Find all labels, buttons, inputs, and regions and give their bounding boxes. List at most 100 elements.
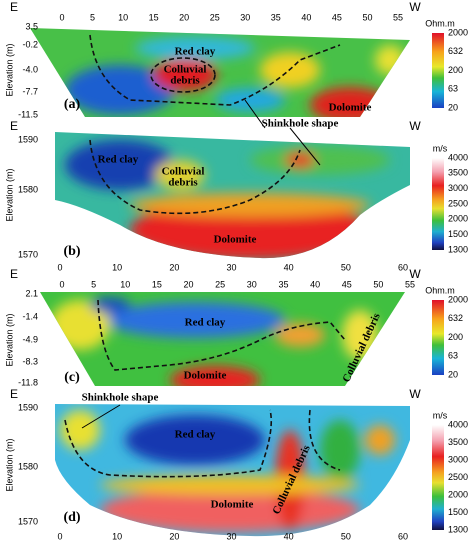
x-tick-label: 0	[57, 262, 62, 272]
y-tick-label: 2.1	[25, 288, 38, 298]
x-tick-label: 30	[226, 262, 236, 272]
section-d	[55, 404, 410, 537]
y-tick-label: -11.5	[18, 109, 38, 119]
x-tick-label: 40	[310, 279, 320, 289]
annotation: Red clay	[98, 154, 139, 166]
direction-label: E	[10, 267, 18, 281]
colorbar-label: 200	[448, 332, 463, 342]
x-tick-label: 5	[91, 279, 96, 289]
x-tick-label: 0	[59, 12, 64, 22]
colorbar	[432, 425, 444, 530]
y-tick-label: -4.0	[22, 64, 38, 74]
panel-label: (d)	[63, 510, 80, 525]
boundary	[97, 299, 346, 371]
annotation: Shinkhole shape	[82, 392, 159, 404]
x-tick-label: 55	[393, 12, 403, 22]
annotation: debris	[168, 177, 198, 189]
colorbar	[432, 300, 444, 375]
x-tick-label: 20	[169, 531, 179, 541]
y-axis-title: Elevation (m)	[4, 438, 14, 491]
direction-label: W	[409, 267, 421, 281]
colorbar-label: 1500	[448, 507, 468, 517]
colorbar-label: 1300	[448, 244, 468, 254]
x-tick-label: 40	[301, 12, 311, 22]
y-tick-label: 3.5	[25, 21, 38, 31]
colorbar-label: 2000	[448, 294, 468, 304]
direction-label: W	[409, 119, 421, 133]
y-axis-title: Elevation (m)	[4, 313, 14, 366]
x-tick-label: 20	[184, 279, 194, 289]
x-tick-label: 20	[169, 262, 179, 272]
x-tick-label: 55	[405, 279, 415, 289]
x-tick-label: 25	[210, 12, 220, 22]
x-tick-label: 50	[373, 279, 383, 289]
x-tick-label: 50	[341, 531, 351, 541]
x-tick-label: 25	[215, 279, 225, 289]
boundary	[150, 57, 216, 93]
colorbar-label: 1300	[448, 524, 468, 534]
annotation: Dolomite	[329, 102, 372, 114]
boundary	[89, 34, 341, 106]
colorbar-label: 2000	[448, 489, 468, 499]
x-tick-label: 20	[179, 12, 189, 22]
annotation: Red clay	[185, 317, 226, 329]
colorbar-label: 20	[448, 102, 458, 112]
x-tick-label: 30	[240, 12, 250, 22]
annotation: Colluvial	[162, 166, 205, 178]
colorbar-label: 2500	[448, 472, 468, 482]
colorbar-label: 63	[448, 351, 458, 361]
colorbar-label: 1500	[448, 229, 468, 239]
colorbar-label: 20	[448, 369, 458, 379]
arrow	[244, 99, 321, 166]
y-tick-label: -1.4	[22, 311, 38, 321]
annotation: Dolomite	[184, 370, 227, 382]
x-tick-label: 35	[271, 12, 281, 22]
direction-label: E	[10, 0, 18, 14]
colorbar-unit: Ohm.m	[425, 285, 455, 295]
direction-label: E	[10, 119, 18, 133]
colorbar-label: 3500	[448, 168, 468, 178]
colorbar-label: 2000	[448, 27, 468, 37]
x-tick-label: 50	[362, 12, 372, 22]
colorbar-label: 632	[448, 313, 463, 323]
panel-label: (b)	[63, 244, 80, 259]
x-tick-label: 0	[59, 279, 64, 289]
y-tick-label: 1590	[18, 402, 38, 412]
annotation: debris	[170, 75, 200, 87]
x-tick-label: 15	[152, 279, 162, 289]
boundary	[308, 409, 341, 471]
x-tick-label: 35	[278, 279, 288, 289]
y-axis-title: Elevation (m)	[4, 43, 14, 96]
x-tick-label: 45	[332, 12, 342, 22]
y-tick-label: -4.9	[22, 334, 38, 344]
x-tick-label: 10	[112, 262, 122, 272]
x-tick-label: 10	[118, 12, 128, 22]
colorbar-label: 2500	[448, 198, 468, 208]
y-tick-label: 1590	[18, 134, 38, 144]
colorbar-label: 3000	[448, 454, 468, 464]
colorbar-unit: m/s	[433, 410, 448, 420]
section-c	[40, 292, 405, 386]
colorbar-unit: m/s	[433, 143, 448, 153]
annotation: Dolomite	[214, 234, 257, 246]
panel-label: (a)	[64, 97, 81, 112]
x-tick-label: 40	[284, 262, 294, 272]
x-tick-label: 0	[57, 531, 62, 541]
annotation: Colluvial	[164, 64, 207, 76]
x-tick-label: 60	[398, 262, 408, 272]
y-tick-label: -0.2	[22, 39, 38, 49]
annotation: Red clay	[175, 46, 216, 58]
x-tick-label: 60	[398, 531, 408, 541]
direction-label: W	[409, 387, 421, 401]
colorbar-label: 4000	[448, 419, 468, 429]
colorbar-label: 632	[448, 46, 463, 56]
x-tick-label: 5	[90, 12, 95, 22]
x-tick-label: 30	[247, 279, 257, 289]
direction-label: W	[409, 0, 421, 14]
x-tick-label: 50	[341, 262, 351, 272]
x-tick-label: 10	[120, 279, 130, 289]
annotation: Red clay	[175, 429, 216, 441]
colorbar-label: 3000	[448, 183, 468, 193]
colorbar-label: 63	[448, 84, 458, 94]
